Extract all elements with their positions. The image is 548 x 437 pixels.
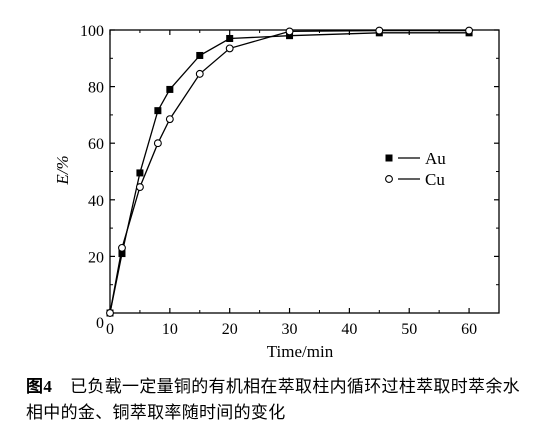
legend-label-cu: Cu <box>425 170 445 189</box>
data-point-cu <box>465 26 474 35</box>
y-tick-label: 100 <box>80 23 104 40</box>
x-axis-label: Time/min <box>267 342 334 361</box>
caption-text: 已负载一定量铜的有机相在萃取柱内循环过柱萃取时萃余水相中的金、铜萃取率随时间的变… <box>26 377 520 422</box>
data-point-cu <box>165 115 174 124</box>
data-point-au <box>154 107 162 115</box>
y-tick-label: 20 <box>88 249 104 266</box>
series-markers <box>106 26 474 317</box>
data-point-au <box>226 34 234 42</box>
series-line-cu <box>109 29 470 314</box>
x-tick-label: 40 <box>341 321 357 338</box>
y-axis-label: E/% <box>53 155 72 185</box>
y-tick-label: 80 <box>88 80 104 97</box>
data-point-cu <box>153 139 162 148</box>
series-lines <box>109 29 470 314</box>
data-point-cu <box>375 26 384 35</box>
tick-labels: 0 10 20 30 40 50 60 20 40 60 80 100 0 <box>80 23 477 338</box>
data-point-au <box>196 51 204 59</box>
data-point-au <box>136 169 144 177</box>
data-point-cu <box>195 69 204 78</box>
legend-marker-cu <box>385 175 393 183</box>
data-point-cu <box>225 44 234 53</box>
y-tick-label: 40 <box>88 193 104 210</box>
series-line-au <box>109 32 470 314</box>
x-tick-label: 50 <box>401 321 417 338</box>
figure-caption: 图4 已负载一定量铜的有机相在萃取柱内循环过柱萃取时萃余水相中的金、铜萃取率随时间… <box>26 374 536 426</box>
data-point-au <box>166 85 174 93</box>
x-tick-label: 30 <box>282 321 298 338</box>
x-tick-label: 0 <box>106 321 114 338</box>
legend-marker-au <box>385 154 393 162</box>
legend: Au Cu <box>385 149 446 189</box>
caption-label: 图 <box>26 377 44 396</box>
data-point-cu <box>135 183 144 192</box>
caption-number: 4 <box>43 377 53 396</box>
data-point-cu <box>285 27 294 36</box>
x-tick-label: 10 <box>162 321 178 338</box>
origin-tick-label: 0 <box>96 315 104 332</box>
data-point-cu <box>118 243 126 252</box>
y-tick-label: 60 <box>88 136 104 153</box>
data-point-au <box>286 32 294 40</box>
data-point-cu <box>106 309 114 317</box>
x-tick-label: 20 <box>222 321 238 338</box>
legend-label-au: Au <box>425 149 446 168</box>
x-tick-label: 60 <box>461 321 477 338</box>
data-point-au <box>118 250 126 258</box>
